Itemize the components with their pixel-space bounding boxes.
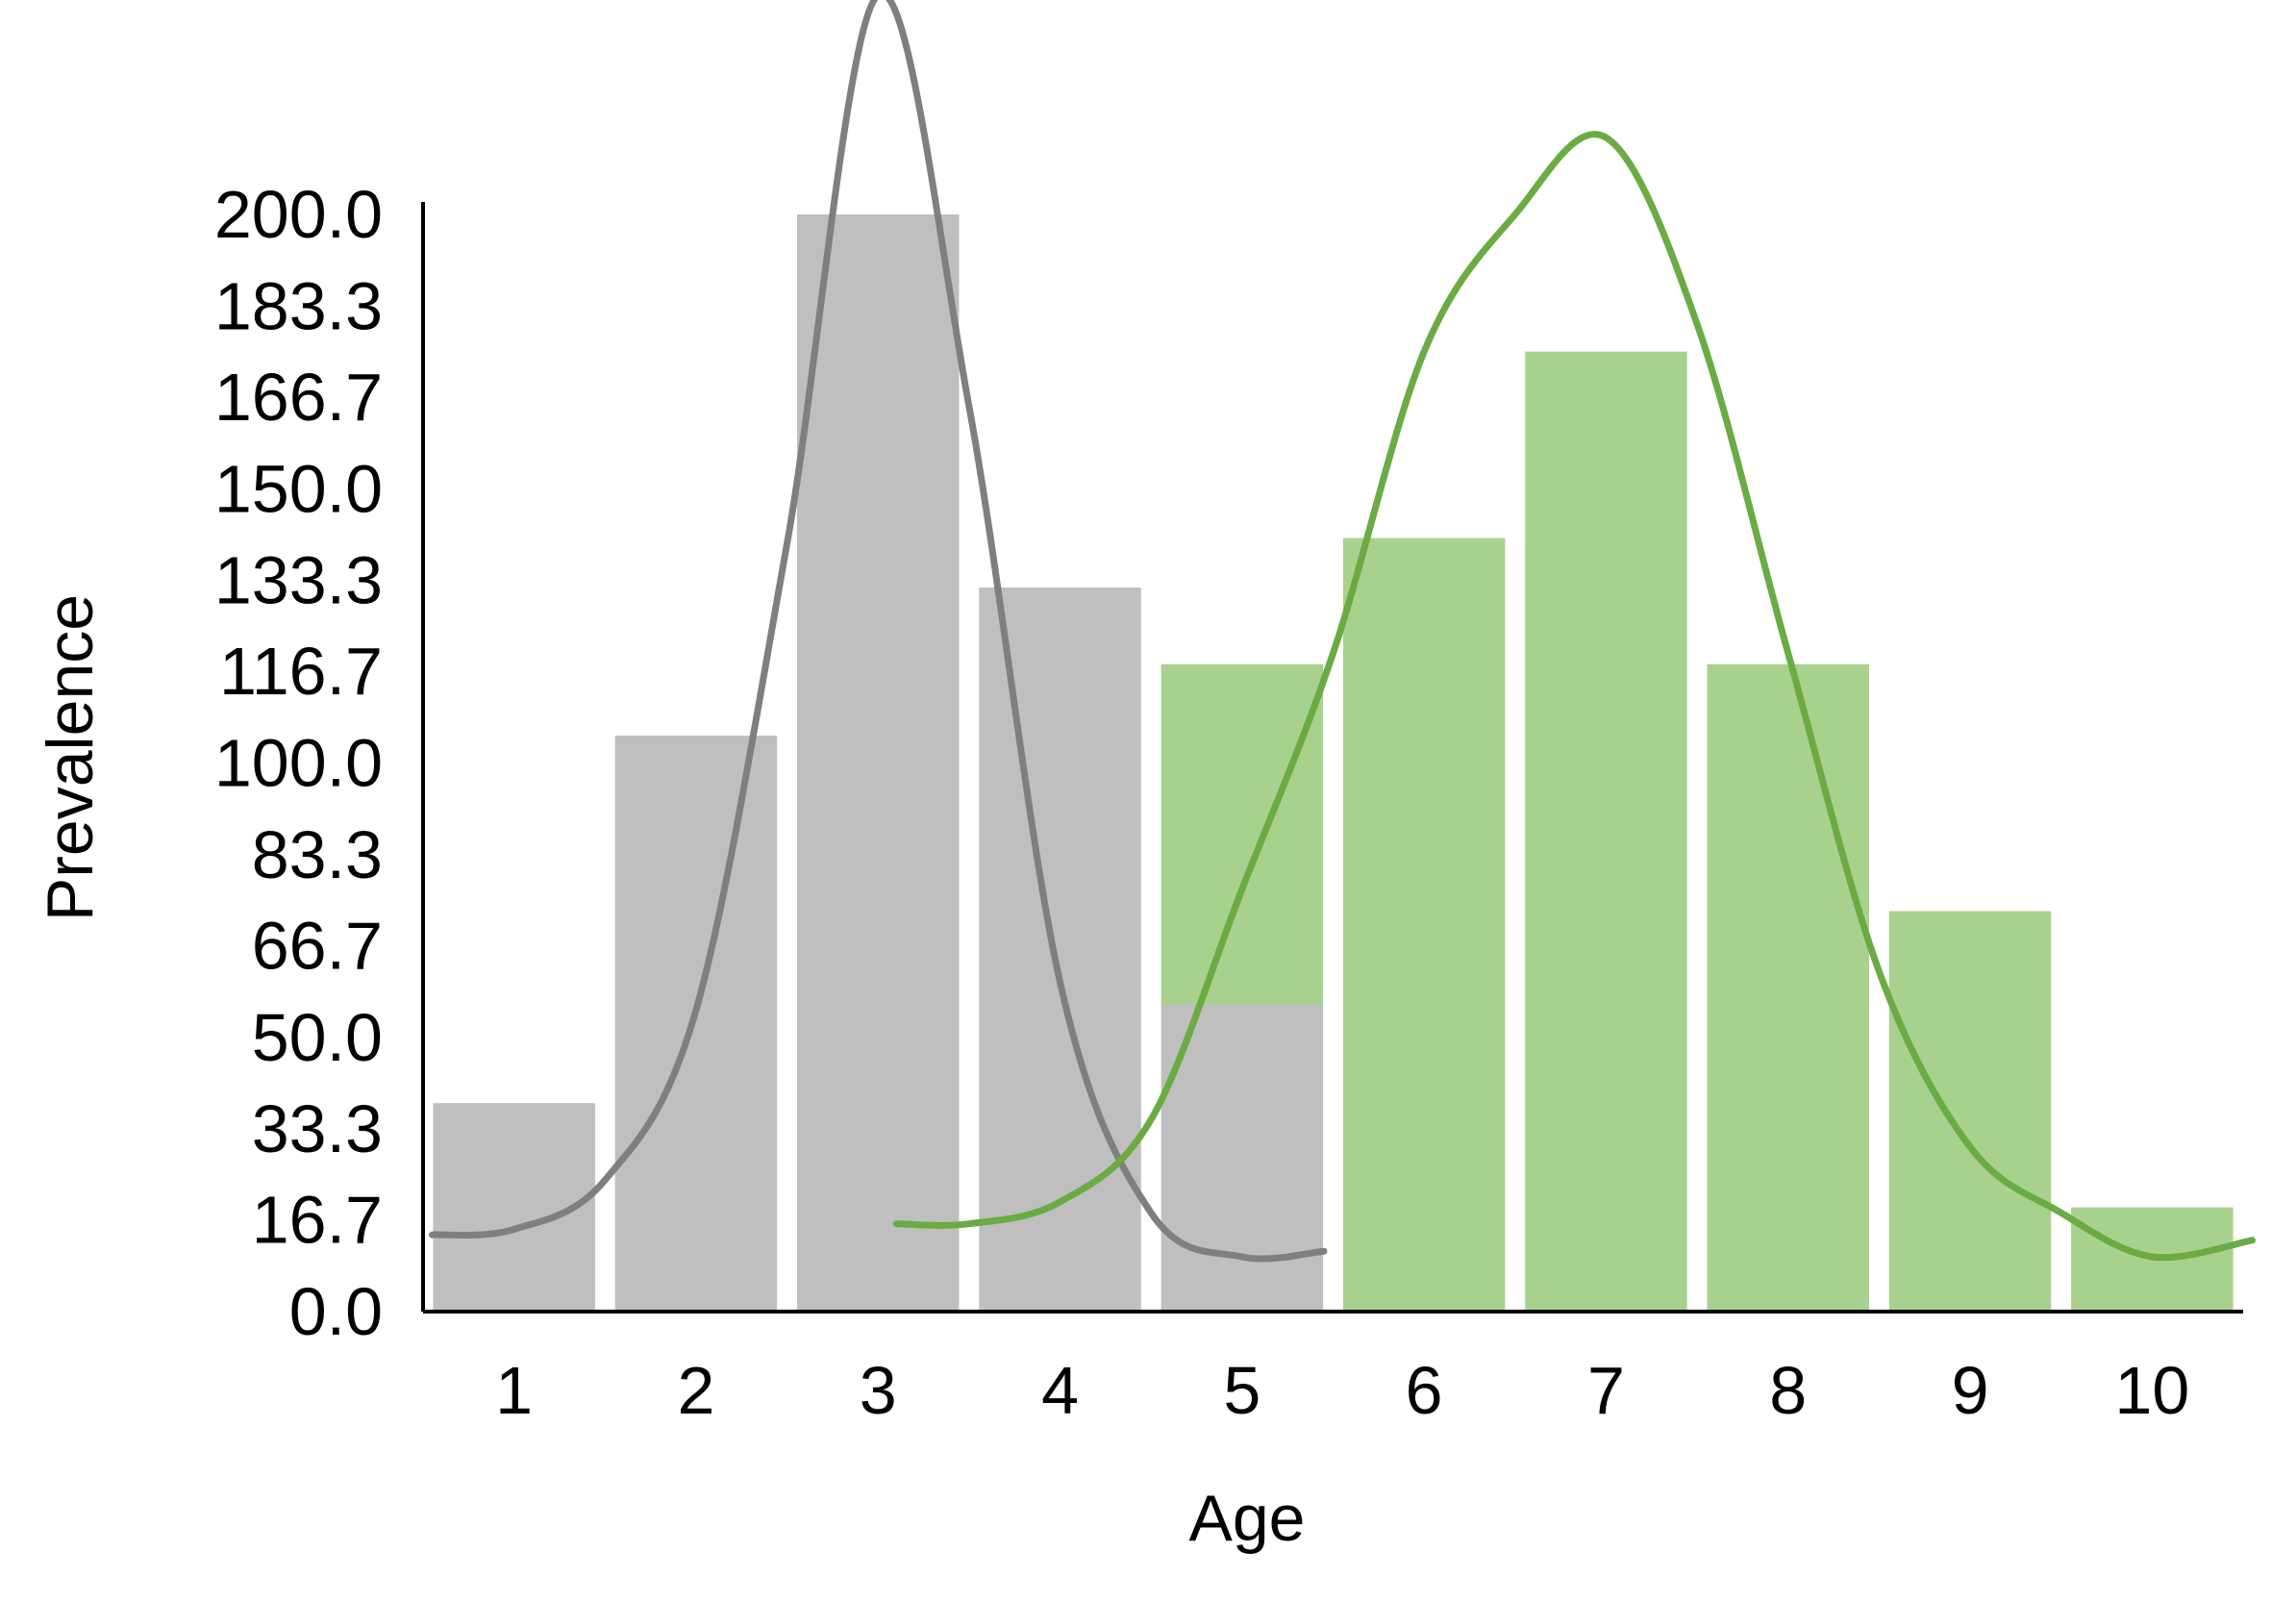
x-tick-label-7: 7 xyxy=(1587,1353,1625,1428)
x-tick-label-8: 8 xyxy=(1769,1353,1807,1428)
green-fit-curve xyxy=(892,131,2256,1262)
bar-green-age-7 xyxy=(1525,351,1687,1312)
y-tick-label: 133.3 xyxy=(214,543,383,618)
y-tick-label: 16.7 xyxy=(252,1183,383,1258)
x-tick-label-6: 6 xyxy=(1406,1353,1443,1428)
x-tick-label-5: 5 xyxy=(1223,1353,1260,1428)
y-tick-label: 0.0 xyxy=(289,1274,383,1349)
bar-green-age-5 xyxy=(1160,663,1324,1005)
x-tick-label-10: 10 xyxy=(2114,1353,2189,1428)
x-tick-label-4: 4 xyxy=(1041,1353,1079,1428)
bars-layer xyxy=(433,214,2234,1312)
x-axis-title: Age xyxy=(1189,1482,1306,1555)
curves-layer xyxy=(429,0,2256,1263)
bar-green-age-9 xyxy=(1888,911,2052,1312)
x-tick-label-9: 9 xyxy=(1952,1353,1989,1428)
y-tick-labels: 0.0 16.7 33.3 50.0 66.7 83.3 100.0 116.7 133.3 15… xyxy=(214,177,383,1349)
y-tick-label: 50.0 xyxy=(252,1000,383,1075)
y-tick-label: 166.7 xyxy=(214,360,383,435)
bar-green-age-6 xyxy=(1342,538,1506,1312)
x-tick-label-3: 3 xyxy=(860,1353,897,1428)
x-tick-label-1: 1 xyxy=(495,1353,533,1428)
gray-fit-curve xyxy=(429,0,1328,1263)
y-tick-label: 33.3 xyxy=(252,1091,383,1166)
y-tick-label: 100.0 xyxy=(214,726,383,801)
y-tick-label: 83.3 xyxy=(252,817,383,892)
y-tick-label: 200.0 xyxy=(214,177,383,252)
axes-layer xyxy=(421,202,2243,1314)
bar-gray-age-2 xyxy=(614,735,778,1312)
y-tick-label: 150.0 xyxy=(214,451,383,526)
bar-gray-age-4 xyxy=(979,587,1141,1312)
bar-gray-age-5 xyxy=(1160,1004,1324,1312)
bar-green-age-8 xyxy=(1707,663,1869,1312)
y-tick-label: 183.3 xyxy=(214,268,383,343)
bar-gray-age-3 xyxy=(797,214,960,1312)
y-axis-title: Prevalence xyxy=(34,594,107,921)
x-tick-labels: 1 2 3 4 5 6 7 8 9 10 xyxy=(495,1353,2189,1428)
x-tick-label-2: 2 xyxy=(677,1353,714,1428)
y-tick-label: 66.7 xyxy=(252,908,383,983)
y-tick-label: 116.7 xyxy=(219,634,383,709)
